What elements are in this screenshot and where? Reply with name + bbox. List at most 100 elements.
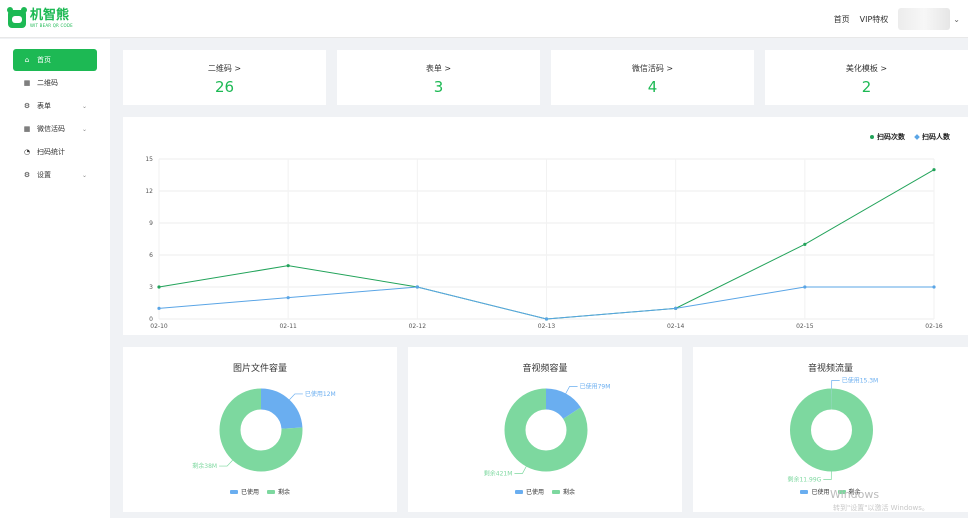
scan-line-chart-card: 扫码次数 扫码人数 0 3 6 9 12 15 02-10 02-11 02-12 02-13 02… — [123, 117, 968, 335]
sidebar-item-label: 首页 — [37, 56, 51, 64]
stat-label: 二维码 > — [207, 64, 242, 73]
data-point[interactable] — [674, 306, 678, 310]
y-tick-label: 9 — [149, 220, 153, 227]
y-tick-label: 15 — [145, 156, 153, 163]
sidebar-item-settings[interactable]: ⚙ 设置 ⌄ — [13, 164, 97, 186]
data-point[interactable] — [286, 296, 290, 300]
pie-legend: 已使用 剩余 — [408, 487, 682, 496]
pie-card-image-storage: 图片文件容量 已使用12M 剩余38M 已使用 剩余 — [123, 347, 397, 512]
legend-dot-icon — [870, 135, 874, 139]
data-point[interactable] — [157, 306, 161, 310]
avatar[interactable] — [898, 8, 951, 30]
data-point[interactable] — [803, 242, 807, 246]
sidebar-item-form[interactable]: ⚙ 表单 ⌄ — [13, 95, 97, 117]
pie-legend: 已使用 剩余 — [693, 487, 968, 496]
slice-label: 已使用12M — [305, 390, 336, 398]
legend-label: 扫码次数 — [877, 133, 905, 141]
bear-logo-icon — [7, 6, 27, 28]
chart-legend: 扫码次数 扫码人数 — [860, 132, 950, 142]
label-leader-line — [823, 471, 832, 480]
data-point[interactable] — [415, 285, 419, 289]
pie-legend: 已使用 剩余 — [123, 487, 397, 496]
stat-card-qrcode[interactable]: 二维码 > 26 — [123, 50, 326, 105]
slice-label: 已使用79M — [580, 382, 611, 390]
label-leader-line — [831, 380, 840, 389]
slice-label: 剩余421M — [484, 470, 513, 478]
donut-slice[interactable] — [790, 388, 873, 472]
stat-value: 3 — [433, 78, 444, 96]
data-point[interactable] — [286, 264, 290, 268]
donut-slice[interactable] — [219, 388, 303, 472]
data-point[interactable] — [803, 285, 807, 289]
legend-label: 已使用 — [240, 489, 259, 496]
stat-label: 美化模板 > — [845, 64, 888, 73]
sidebar-item-home[interactable]: ⌂ 首页 — [13, 49, 97, 71]
data-point[interactable] — [157, 285, 161, 289]
legend-label: 已使用 — [811, 489, 830, 496]
sidebar: ⌂ 首页 ▦ 二维码 ⚙ 表单 ⌄ ▦ 微信活码 ⌄ ◔ 扫码统计 ⚙ 设置 ⌄ — [0, 39, 110, 518]
label-leader-line — [219, 460, 233, 467]
sidebar-item-label: 设置 — [37, 171, 51, 179]
legend-item-remaining[interactable]: 剩余 — [837, 487, 861, 496]
legend-item-used[interactable]: 已使用 — [800, 487, 830, 496]
stat-card-wechat-code[interactable]: 微信活码 > 4 — [551, 50, 754, 105]
stat-value: 26 — [214, 78, 235, 96]
label-leader-line — [289, 393, 303, 400]
top-bar: 机智熊 WIT BEAR QR CODE 首页 VIP特权 ⌄ — [0, 0, 968, 38]
nav-home-link[interactable]: 首页 — [833, 14, 850, 24]
x-tick-label: 02-10 — [150, 323, 168, 330]
legend-swatch — [552, 489, 560, 494]
data-point[interactable] — [932, 168, 936, 172]
stat-label: 表单 > — [425, 64, 452, 73]
stat-label: 微信活码 > — [631, 64, 674, 73]
stat-card-form[interactable]: 表单 > 3 — [337, 50, 540, 105]
y-tick-label: 0 — [149, 316, 153, 323]
data-point[interactable] — [544, 317, 549, 321]
sidebar-item-label: 表单 — [37, 102, 51, 110]
data-point[interactable] — [932, 285, 936, 289]
gear-icon: ⚙ — [23, 171, 31, 179]
sidebar-item-scan-stats[interactable]: ◔ 扫码统计 — [13, 141, 97, 163]
stat-card-template[interactable]: 美化模板 > 2 — [765, 50, 968, 105]
sidebar-item-label: 二维码 — [37, 79, 58, 87]
pie-card-av-traffic: 音视频流量 已使用15.3M 剩余11.99G 已使用 剩余 — [693, 347, 968, 512]
qrcode-icon: ▦ — [23, 79, 31, 87]
chevron-down-icon[interactable]: ⌄ — [953, 14, 960, 24]
y-tick-label: 6 — [149, 252, 153, 259]
legend-label: 剩余 — [278, 489, 291, 496]
top-nav: 首页 VIP特权 ⌄ — [834, 0, 960, 38]
x-tick-label: 02-15 — [796, 323, 814, 330]
pie-title: 图片文件容量 — [232, 364, 287, 374]
legend-item-scan-users[interactable]: 扫码人数 — [914, 132, 950, 142]
pie-card-av-storage: 音视频容量 已使用79M 剩余421M 已使用 剩余 — [408, 347, 682, 512]
stat-value: 2 — [861, 78, 872, 96]
slice-label: 剩余11.99G — [787, 475, 821, 483]
logo[interactable]: 机智熊 WIT BEAR QR CODE — [7, 6, 73, 28]
legend-item-scan-count[interactable]: 扫码次数 — [870, 132, 905, 142]
x-tick-label: 02-14 — [667, 323, 685, 330]
sidebar-item-wechat-code[interactable]: ▦ 微信活码 ⌄ — [13, 118, 97, 140]
x-tick-label: 02-16 — [925, 323, 943, 330]
x-tick-label: 02-13 — [538, 323, 556, 330]
legend-item-used[interactable]: 已使用 — [514, 487, 544, 496]
home-icon: ⌂ — [24, 56, 30, 64]
legend-swatch — [837, 489, 846, 494]
donut-slice[interactable] — [504, 388, 588, 472]
legend-item-remaining[interactable]: 剩余 — [267, 487, 290, 496]
x-tick-label: 02-11 — [279, 323, 297, 330]
legend-swatch — [229, 489, 238, 494]
qrcode-icon: ▦ — [23, 125, 31, 133]
slice-label: 已使用15.3M — [842, 377, 879, 385]
sidebar-item-qrcode[interactable]: ▦ 二维码 — [13, 72, 97, 94]
chevron-down-icon: ⌄ — [81, 125, 87, 133]
label-leader-line — [565, 386, 578, 394]
pie-icon: ◔ — [23, 148, 31, 156]
slice-label: 剩余38M — [192, 462, 217, 470]
stat-value: 4 — [647, 78, 658, 96]
nav-vip-link[interactable]: VIP特权 — [859, 14, 889, 24]
chevron-down-icon: ⌄ — [81, 102, 87, 110]
y-tick-label: 12 — [145, 188, 153, 195]
legend-item-used[interactable]: 已使用 — [229, 487, 259, 496]
legend-item-remaining[interactable]: 剩余 — [552, 487, 575, 496]
legend-label: 已使用 — [525, 489, 544, 496]
